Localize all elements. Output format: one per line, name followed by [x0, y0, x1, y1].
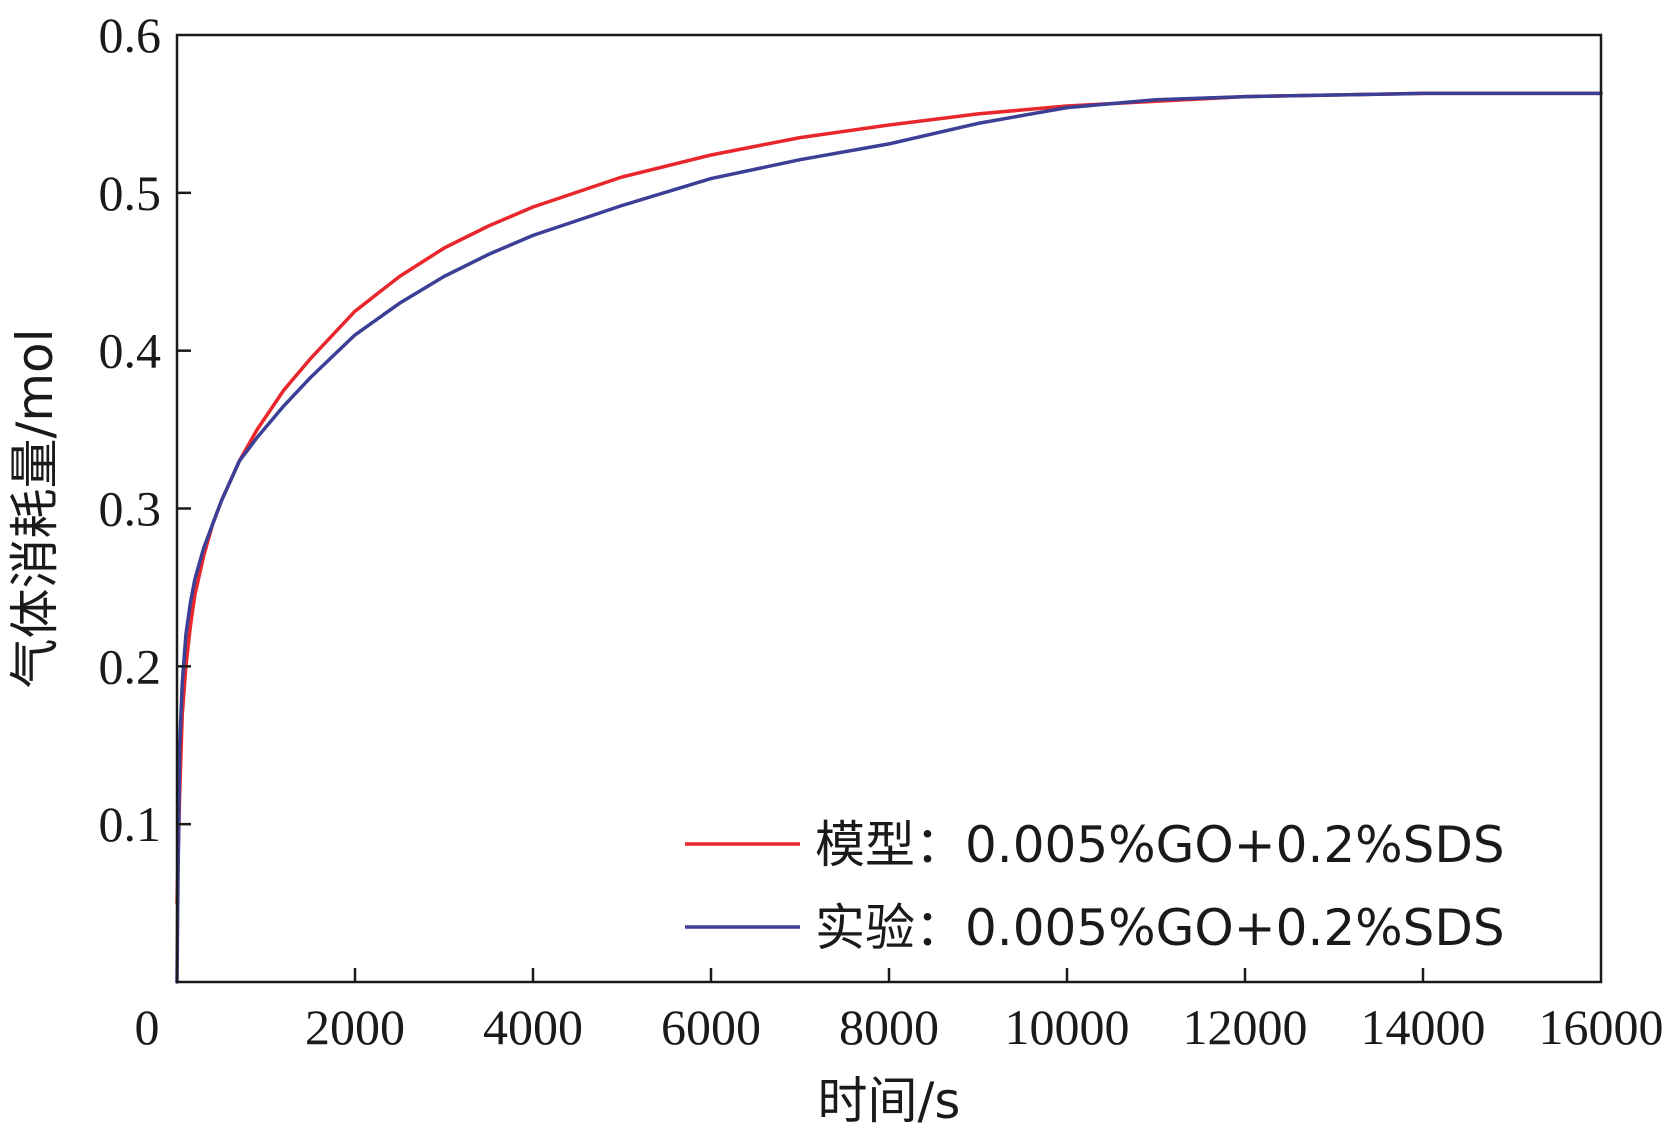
y-tick-label: 0.6: [99, 7, 162, 63]
legend-label-1: 模型：0.005%GO+0.2%SDS: [815, 816, 1505, 874]
x-tick-label: 16000: [1539, 999, 1664, 1055]
legend-label-2: 实验：0.005%GO+0.2%SDS: [815, 899, 1505, 957]
x-tick-label: 8000: [839, 999, 939, 1055]
y-tick-label: 0.2: [99, 638, 162, 694]
series-lines: [175, 91, 1603, 984]
series-line-1: [175, 91, 1603, 905]
y-tick-label: 0.5: [99, 165, 162, 221]
x-tick-label: 10000: [1005, 999, 1130, 1055]
x-tick-label: 0: [135, 999, 160, 1055]
x-tick-label: 6000: [661, 999, 761, 1055]
y-axis-ticks: 0.1 0.2 0.3 0.4 0.5 0.6: [99, 7, 191, 852]
x-tick-label: 12000: [1183, 999, 1308, 1055]
x-tick-label: 14000: [1361, 999, 1486, 1055]
x-axis-ticks: 0 2000 4000 6000 8000 10000 12000 14000 16000: [135, 968, 1664, 1055]
legend: 模型：0.005%GO+0.2%SDS 实验：0.005%GO+0.2%SDS: [685, 816, 1505, 957]
series-line-2: [175, 91, 1603, 984]
x-tick-label: 4000: [483, 999, 583, 1055]
y-tick-label: 0.3: [99, 481, 162, 537]
y-tick-label: 0.1: [99, 796, 162, 852]
y-tick-label: 0.4: [99, 323, 162, 379]
x-axis-title: 时间/s: [818, 1072, 961, 1130]
x-tick-label: 2000: [305, 999, 405, 1055]
y-axis-title: 气体消耗量/mol: [6, 328, 64, 688]
